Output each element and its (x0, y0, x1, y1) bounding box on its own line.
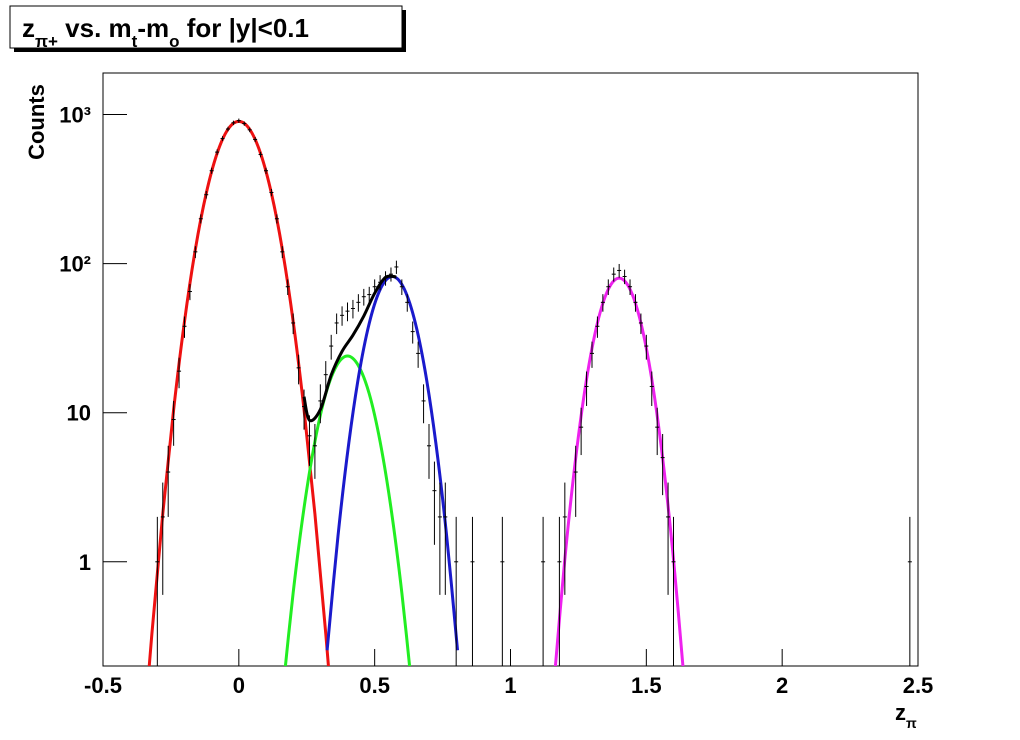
text-part: vs. m (58, 13, 132, 43)
x-tick-label: 2 (776, 673, 788, 698)
y-tick-label: 10² (59, 252, 91, 277)
fit-curve (553, 276, 685, 666)
x-axis-label: zπ (895, 700, 917, 731)
y-tick-label: 10³ (59, 103, 91, 128)
text-part: π+ (35, 32, 58, 51)
text-part: t (132, 32, 138, 51)
y-axis-label: Counts (24, 84, 49, 160)
x-tick-label: 1.5 (631, 673, 662, 698)
x-tick-label: 1 (504, 673, 516, 698)
x-tick-label: 0 (233, 673, 245, 698)
text-part: z (22, 13, 35, 43)
y-tick-label: 10 (67, 401, 91, 426)
text-part: -m (137, 13, 169, 43)
title-box (9, 5, 403, 49)
text-part: z (895, 700, 906, 725)
x-tick-label: -0.5 (84, 673, 122, 698)
x-tick-label: 0.5 (359, 673, 390, 698)
x-tick-label: 2.5 (903, 673, 934, 698)
plot-area (147, 118, 912, 666)
text-part: o (169, 32, 179, 51)
y-tick-label: 1 (79, 550, 91, 575)
text-part: for |y|<0.1 (180, 13, 309, 43)
fit-curve (283, 354, 412, 666)
chart-title: zπ+ vs. mt-mo for |y|<0.1 (22, 13, 309, 51)
text-part: π (906, 715, 917, 731)
